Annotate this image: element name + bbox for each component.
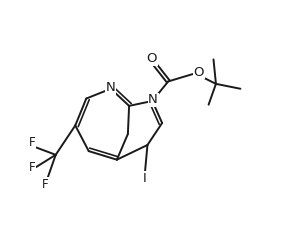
Text: I: I: [143, 171, 147, 184]
Text: F: F: [28, 136, 35, 149]
Text: F: F: [42, 178, 48, 191]
Text: O: O: [193, 66, 204, 79]
Text: O: O: [147, 52, 157, 65]
Text: N: N: [148, 93, 158, 106]
Text: N: N: [106, 81, 116, 94]
Text: F: F: [28, 161, 35, 173]
